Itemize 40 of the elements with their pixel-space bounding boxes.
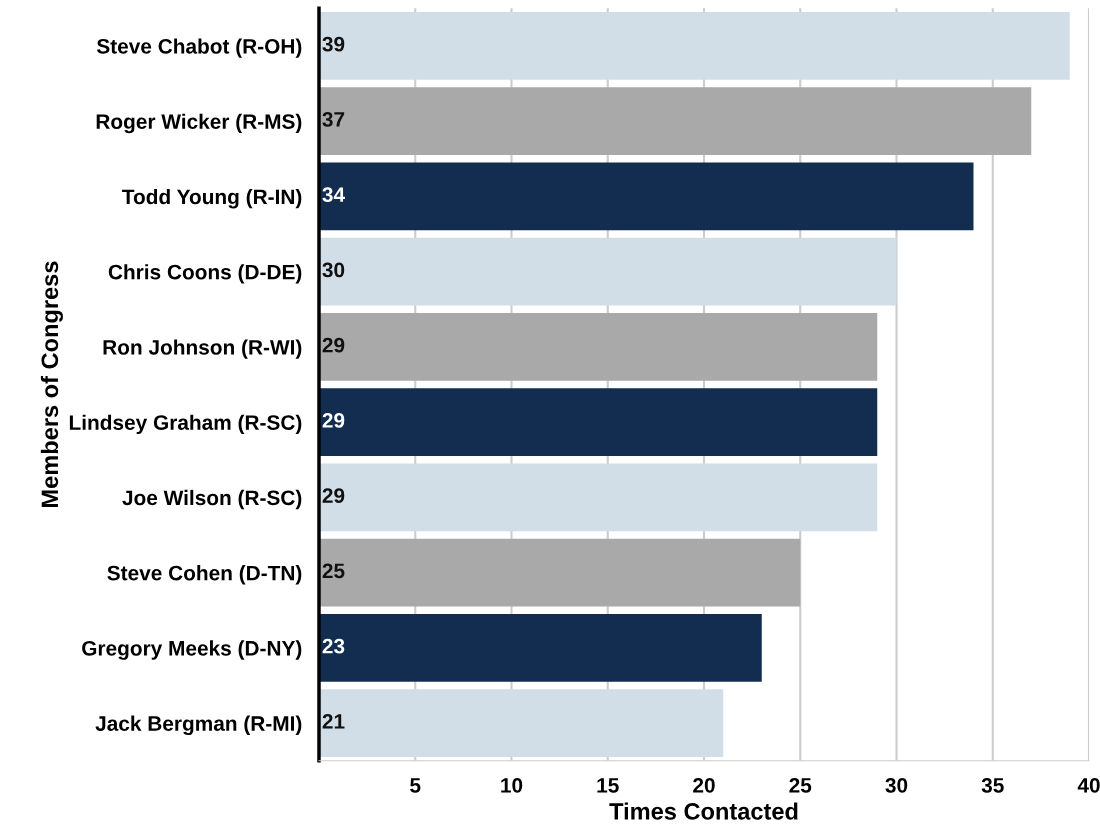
data-label: 37 xyxy=(322,112,345,127)
bar xyxy=(319,12,1070,80)
y-tick-label: Steve Cohen (D-TN) xyxy=(107,565,302,585)
x-tick-label: 5 xyxy=(410,778,421,793)
data-label: 34 xyxy=(322,187,345,203)
x-tick-label: 30 xyxy=(885,777,908,793)
y-tick-label: Steve Chabot (R-OH) xyxy=(96,38,302,58)
data-label: 39 xyxy=(322,36,345,52)
y-tick-label: Joe Wilson (R-SC) xyxy=(122,489,302,510)
bar xyxy=(319,614,762,682)
data-label: 29 xyxy=(322,488,345,504)
data-label: 30 xyxy=(322,262,345,278)
y-tick-label: Jack Bergman (R-MI) xyxy=(95,715,302,736)
data-label: 25 xyxy=(322,563,345,579)
x-tick-label: 20 xyxy=(693,777,715,793)
y-tick-label: Gregory Meeks (D-NY) xyxy=(82,640,302,660)
x-tick-label: 15 xyxy=(597,778,619,793)
bar xyxy=(319,689,724,757)
y-tick-label: Chris Coons (D-DE) xyxy=(108,264,302,284)
bar xyxy=(319,388,878,457)
x-axis-title: Times Contacted xyxy=(609,802,798,820)
bar xyxy=(319,87,1032,156)
bar xyxy=(319,313,878,381)
data-label: 29 xyxy=(322,413,345,428)
y-tick-label: Roger Wicker (R-MS) xyxy=(96,113,302,134)
y-tick-label: Todd Young (R-IN) xyxy=(122,188,302,209)
data-label: 29 xyxy=(322,337,345,353)
x-tick-label: 10 xyxy=(501,777,523,793)
y-tick-label: Lindsey Graham (R-SC) xyxy=(69,414,302,435)
bar xyxy=(319,162,974,231)
y-tick-label: Ron Johnson (R-WI) xyxy=(103,339,302,359)
data-label: 23 xyxy=(322,638,345,654)
bar xyxy=(319,538,801,607)
bar xyxy=(319,463,878,532)
y-axis-title: Members of Congress xyxy=(40,261,63,507)
data-label: 21 xyxy=(322,713,345,729)
bar xyxy=(319,237,897,306)
x-tick-label: 35 xyxy=(981,777,1004,793)
x-tick-label: 40 xyxy=(1077,777,1100,793)
x-tick-label: 25 xyxy=(789,777,812,793)
